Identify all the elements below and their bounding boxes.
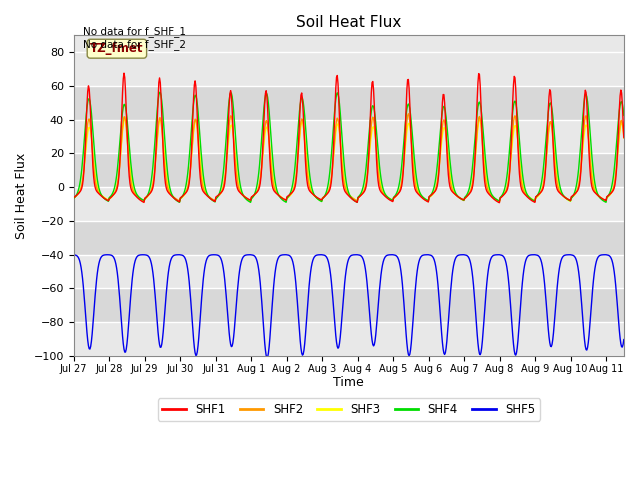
SHF2 xyxy=(479,150,487,156)
SHF4 xyxy=(327,161,335,167)
SHF4 xyxy=(70,195,77,201)
Line: SHF5: SHF5 xyxy=(74,255,624,358)
SHF4 xyxy=(72,193,80,199)
SHF4 xyxy=(147,181,154,187)
SHF3 xyxy=(495,199,503,205)
SHF3 xyxy=(479,134,486,140)
SHF4 xyxy=(156,89,163,95)
SHF2 xyxy=(72,193,80,199)
Bar xyxy=(74,86,624,120)
Bar xyxy=(74,221,624,255)
SHF2 xyxy=(70,195,77,201)
SHF2 xyxy=(147,189,154,194)
SHF1 xyxy=(120,70,128,76)
SHF3 xyxy=(147,189,154,195)
SHF3 xyxy=(305,178,313,183)
SHF5 xyxy=(326,266,333,272)
SHF2 xyxy=(620,135,628,141)
SHF2 xyxy=(424,199,432,204)
SHF1 xyxy=(465,191,473,197)
Bar xyxy=(74,288,624,322)
SHF5 xyxy=(620,336,628,342)
SHF5 xyxy=(479,338,486,344)
Text: No data for f_SHF_1
No data for f_SHF_2: No data for f_SHF_1 No data for f_SHF_2 xyxy=(83,26,186,50)
SHF1 xyxy=(495,200,503,205)
SHF3 xyxy=(326,183,333,189)
SHF1 xyxy=(72,193,80,199)
Legend: SHF1, SHF2, SHF3, SHF4, SHF5: SHF1, SHF2, SHF3, SHF4, SHF5 xyxy=(157,398,540,420)
SHF3 xyxy=(156,116,164,121)
Bar xyxy=(74,187,624,221)
Bar xyxy=(74,154,624,187)
SHF1 xyxy=(148,189,156,194)
SHF4 xyxy=(466,183,474,189)
SHF5 xyxy=(602,252,610,258)
Title: Soil Heat Flux: Soil Heat Flux xyxy=(296,15,401,30)
SHF1 xyxy=(70,195,77,201)
Bar xyxy=(74,52,624,86)
Line: SHF3: SHF3 xyxy=(74,119,624,202)
SHF4 xyxy=(176,200,184,205)
SHF4 xyxy=(306,173,314,179)
SHF4 xyxy=(620,112,628,118)
SHF2 xyxy=(466,190,474,195)
Line: SHF2: SHF2 xyxy=(74,114,624,202)
SHF5 xyxy=(465,255,473,261)
SHF1 xyxy=(479,140,486,146)
SHF5 xyxy=(147,258,154,264)
SHF2 xyxy=(305,179,312,184)
X-axis label: Time: Time xyxy=(333,376,364,389)
SHF4 xyxy=(479,128,487,133)
Bar xyxy=(74,120,624,154)
SHF5 xyxy=(72,252,80,258)
Y-axis label: Soil Heat Flux: Soil Heat Flux xyxy=(15,153,28,239)
SHF5 xyxy=(263,355,271,360)
SHF1 xyxy=(305,187,313,193)
SHF1 xyxy=(326,187,333,192)
SHF3 xyxy=(620,131,628,137)
SHF2 xyxy=(325,187,333,192)
SHF3 xyxy=(465,191,473,197)
Line: SHF1: SHF1 xyxy=(74,73,624,203)
SHF3 xyxy=(70,195,77,201)
Text: TZ_fmet: TZ_fmet xyxy=(90,42,143,55)
SHF3 xyxy=(72,193,80,199)
Bar xyxy=(74,322,624,356)
SHF5 xyxy=(305,283,313,288)
SHF5 xyxy=(70,252,77,258)
SHF2 xyxy=(404,111,412,117)
Line: SHF4: SHF4 xyxy=(74,92,624,203)
SHF1 xyxy=(620,134,628,140)
Bar xyxy=(74,255,624,288)
